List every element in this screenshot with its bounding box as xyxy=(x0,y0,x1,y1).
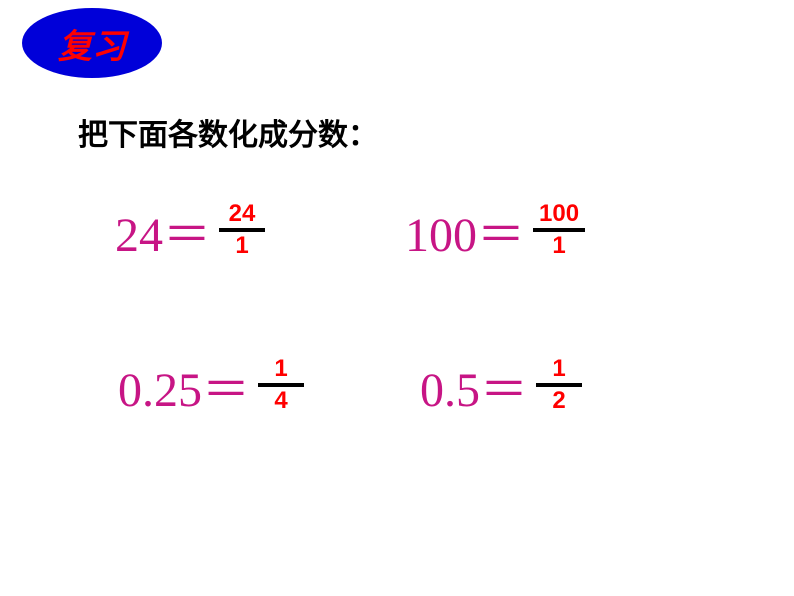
eq1-lhs: 24＝ xyxy=(115,195,211,265)
eq3-denominator: 4 xyxy=(268,387,293,413)
eq4-denominator: 2 xyxy=(546,387,571,413)
eq3-lhs: 0.25＝ xyxy=(118,350,250,420)
equation-3: 0.25＝ 1 4 xyxy=(118,350,304,420)
eq2-lhs: 100＝ xyxy=(405,195,525,265)
eq4-numerator: 1 xyxy=(546,357,571,383)
eq1-numerator: 24 xyxy=(223,202,262,228)
equation-4: 0.5＝ 1 2 xyxy=(420,350,582,420)
eq4-lhs: 0.5＝ xyxy=(420,350,528,420)
eq2-denominator: 1 xyxy=(546,232,571,258)
equation-1: 24＝ 24 1 xyxy=(115,195,265,265)
eq4-fraction: 1 2 xyxy=(536,357,582,413)
eq2-numerator: 100 xyxy=(533,202,585,228)
eq1-fraction: 24 1 xyxy=(219,202,265,258)
badge-label: 复习 xyxy=(58,19,126,68)
equation-2: 100＝ 100 1 xyxy=(405,195,585,265)
eq2-fraction: 100 1 xyxy=(533,202,585,258)
eq3-fraction: 1 4 xyxy=(258,357,304,413)
instruction-text: 把下面各数化成分数： xyxy=(78,110,378,154)
eq1-denominator: 1 xyxy=(229,232,254,258)
review-badge: 复习 xyxy=(22,8,162,78)
eq3-numerator: 1 xyxy=(268,357,293,383)
